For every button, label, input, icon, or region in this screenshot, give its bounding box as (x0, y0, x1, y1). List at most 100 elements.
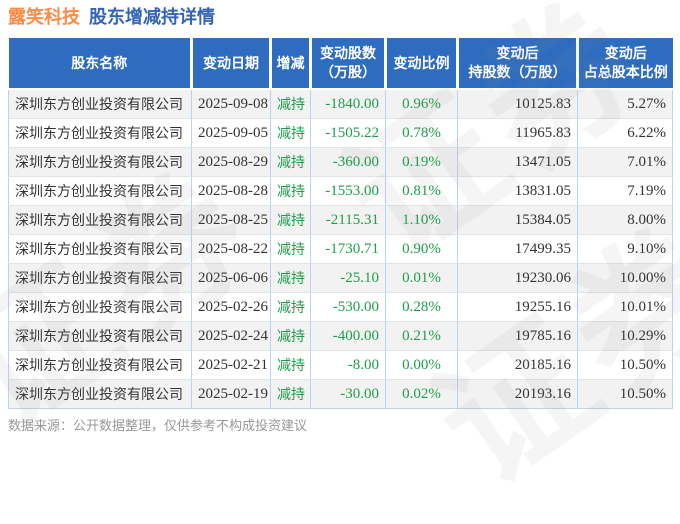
cell-name: 深圳东方创业投资有限公司 (8, 292, 192, 322)
cell-ratio_after: 10.50% (577, 379, 673, 409)
cell-ratio_after: 7.19% (577, 176, 673, 206)
cell-change_ratio: 0.28% (385, 292, 458, 322)
table-row: 深圳东方创业投资有限公司 2025-08-22 减持 -1730.71 0.90% 174… (8, 234, 673, 264)
cell-shares_after: 17499.35 (457, 234, 578, 264)
cell-shares_after: 13471.05 (457, 147, 578, 177)
cell-ratio_after: 10.00% (577, 263, 673, 293)
cell-date: 2025-02-26 (191, 292, 271, 322)
cell-change_ratio: 0.01% (385, 263, 458, 293)
cell-date: 2025-08-28 (191, 176, 271, 206)
cell-change_shares: -1840.00 (310, 89, 386, 119)
cell-ratio_after: 9.10% (577, 234, 673, 264)
table-row: 深圳东方创业投资有限公司 2025-08-25 减持 -2115.31 1.10% 153… (8, 205, 673, 235)
table-row: 深圳东方创业投资有限公司 2025-08-29 减持 -360.00 0.19% 1347… (8, 147, 673, 177)
cell-direction: 减持 (270, 147, 311, 177)
cell-change_shares: -2115.31 (310, 205, 386, 235)
cell-name: 深圳东方创业投资有限公司 (8, 205, 192, 235)
header-change_ratio: 变动比例 (384, 38, 458, 90)
cell-ratio_after: 10.29% (577, 321, 673, 351)
cell-change_ratio: 0.90% (385, 234, 458, 264)
page-title: 露笑科技 股东增减持详情 (8, 3, 215, 29)
cell-shares_after: 19230.06 (457, 263, 578, 293)
table-row: 深圳东方创业投资有限公司 2025-02-21 减持 -8.00 0.00% 20185.… (8, 350, 673, 380)
cell-direction: 减持 (270, 234, 311, 264)
header-ratio_after: 变动后 占总股本比例 (576, 38, 673, 90)
cell-shares_after: 19785.16 (457, 321, 578, 351)
page-subtitle: 股东增减持详情 (89, 7, 215, 27)
cell-name: 深圳东方创业投资有限公司 (8, 379, 192, 409)
cell-ratio_after: 7.01% (577, 147, 673, 177)
table-row: 深圳东方创业投资有限公司 2025-02-26 减持 -530.00 0.28% 1925… (8, 292, 673, 322)
header-change_shares: 变动股数 （万股） (309, 38, 386, 90)
cell-name: 深圳东方创业投资有限公司 (8, 147, 192, 177)
cell-direction: 减持 (270, 176, 311, 206)
cell-ratio_after: 10.50% (577, 350, 673, 380)
cell-change_shares: -400.00 (310, 321, 386, 351)
cell-date: 2025-09-08 (191, 89, 271, 119)
cell-date: 2025-02-21 (191, 350, 271, 380)
holdings-table: 股东名称 变动日期 增减 变动股数 （万股） 变动比例 变动后 持股数（万股） 变动后 占总股本比… (8, 38, 673, 409)
cell-date: 2025-02-19 (191, 379, 271, 409)
header-date: 变动日期 (190, 38, 271, 90)
cell-ratio_after: 6.22% (577, 118, 673, 148)
cell-name: 深圳东方创业投资有限公司 (8, 350, 192, 380)
cell-date: 2025-08-29 (191, 147, 271, 177)
cell-direction: 减持 (270, 89, 311, 119)
cell-direction: 减持 (270, 118, 311, 148)
cell-date: 2025-08-22 (191, 234, 271, 264)
cell-name: 深圳东方创业投资有限公司 (8, 321, 192, 351)
header-name: 股东名称 (8, 38, 192, 90)
cell-ratio_after: 10.01% (577, 292, 673, 322)
cell-date: 2025-06-06 (191, 263, 271, 293)
cell-change_ratio: 0.96% (385, 89, 458, 119)
cell-direction: 减持 (270, 350, 311, 380)
cell-ratio_after: 8.00% (577, 205, 673, 235)
cell-change_ratio: 0.00% (385, 350, 458, 380)
cell-change_shares: -1505.22 (310, 118, 386, 148)
cell-change_ratio: 0.81% (385, 176, 458, 206)
cell-name: 深圳东方创业投资有限公司 (8, 234, 192, 264)
header-row: 股东名称 变动日期 增减 变动股数 （万股） 变动比例 变动后 持股数（万股） 变动后 占总股本比… (8, 38, 673, 90)
cell-change_shares: -530.00 (310, 292, 386, 322)
cell-name: 深圳东方创业投资有限公司 (8, 263, 192, 293)
table-row: 深圳东方创业投资有限公司 2025-06-06 减持 -25.10 0.01% 19230… (8, 263, 673, 293)
cell-change_shares: -1553.00 (310, 176, 386, 206)
cell-name: 深圳东方创业投资有限公司 (8, 176, 192, 206)
cell-change_shares: -25.10 (310, 263, 386, 293)
cell-change_shares: -30.00 (310, 379, 386, 409)
cell-direction: 减持 (270, 292, 311, 322)
table-row: 深圳东方创业投资有限公司 2025-02-24 减持 -400.00 0.21% 1978… (8, 321, 673, 351)
table-body: 深圳东方创业投资有限公司 2025-09-08 减持 -1840.00 0.96% 101… (8, 89, 673, 409)
cell-direction: 减持 (270, 263, 311, 293)
table-row: 深圳东方创业投资有限公司 2025-09-08 减持 -1840.00 0.96% 101… (8, 89, 673, 119)
cell-direction: 减持 (270, 205, 311, 235)
table-row: 深圳东方创业投资有限公司 2025-09-05 减持 -1505.22 0.78% 119… (8, 118, 673, 148)
cell-shares_after: 20193.16 (457, 379, 578, 409)
cell-date: 2025-02-24 (191, 321, 271, 351)
cell-date: 2025-08-25 (191, 205, 271, 235)
table-row: 深圳东方创业投资有限公司 2025-08-28 减持 -1553.00 0.81% 138… (8, 176, 673, 206)
cell-change_ratio: 0.78% (385, 118, 458, 148)
cell-name: 深圳东方创业投资有限公司 (8, 118, 192, 148)
cell-shares_after: 10125.83 (457, 89, 578, 119)
cell-change_ratio: 1.10% (385, 205, 458, 235)
cell-direction: 减持 (270, 379, 311, 409)
cell-date: 2025-09-05 (191, 118, 271, 148)
cell-shares_after: 13831.05 (457, 176, 578, 206)
cell-shares_after: 20185.16 (457, 350, 578, 380)
cell-change_ratio: 0.19% (385, 147, 458, 177)
header-shares_after: 变动后 持股数（万股） (456, 38, 578, 90)
cell-change_ratio: 0.02% (385, 379, 458, 409)
table-header: 股东名称 变动日期 增减 变动股数 （万股） 变动比例 变动后 持股数（万股） 变动后 占总股本比… (8, 38, 673, 90)
company-name: 露笑科技 (8, 7, 80, 27)
cell-shares_after: 19255.16 (457, 292, 578, 322)
cell-change_shares: -1730.71 (310, 234, 386, 264)
cell-change_shares: -8.00 (310, 350, 386, 380)
cell-shares_after: 11965.83 (457, 118, 578, 148)
source-note: 数据来源：公开数据整理，仅供参考不构成投资建议 (8, 418, 308, 433)
cell-ratio_after: 5.27% (577, 89, 673, 119)
table-row: 深圳东方创业投资有限公司 2025-02-19 减持 -30.00 0.02% 20193… (8, 379, 673, 409)
cell-direction: 减持 (270, 321, 311, 351)
header-direction: 增减 (269, 38, 311, 90)
cell-change_shares: -360.00 (310, 147, 386, 177)
